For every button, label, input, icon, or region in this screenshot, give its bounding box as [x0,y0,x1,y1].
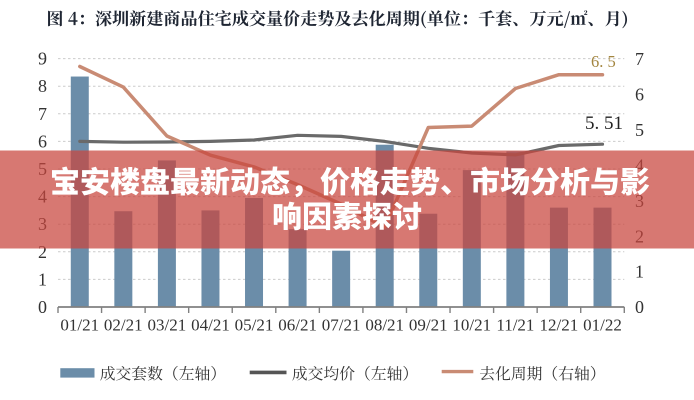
svg-text:6: 6 [38,131,47,151]
svg-text:0: 0 [38,297,47,317]
svg-text:6. 5: 6. 5 [591,52,616,71]
svg-text:9: 9 [38,49,47,69]
svg-text:5: 5 [635,120,644,140]
svg-text:10/21: 10/21 [452,316,491,335]
svg-text:09/21: 09/21 [409,316,448,335]
svg-text:06/21: 06/21 [278,316,317,335]
svg-text:7: 7 [635,49,644,69]
svg-text:8: 8 [38,76,47,96]
svg-text:08/21: 08/21 [365,316,404,335]
svg-text:02/21: 02/21 [104,316,143,335]
svg-text:12/21: 12/21 [540,316,579,335]
svg-text:1: 1 [635,262,644,282]
svg-text:04/21: 04/21 [191,316,230,335]
svg-text:5. 51: 5. 51 [585,113,623,134]
svg-text:01/21: 01/21 [60,316,99,335]
svg-text:03/21: 03/21 [148,316,187,335]
svg-text:1: 1 [38,269,47,289]
svg-text:01/22: 01/22 [583,316,622,335]
svg-text:7: 7 [38,104,47,124]
svg-text:11/21: 11/21 [496,316,534,335]
svg-text:2: 2 [38,242,47,262]
svg-text:07/21: 07/21 [322,316,361,335]
svg-text:6: 6 [635,84,644,104]
svg-text:05/21: 05/21 [235,316,274,335]
svg-text:0: 0 [635,297,644,317]
